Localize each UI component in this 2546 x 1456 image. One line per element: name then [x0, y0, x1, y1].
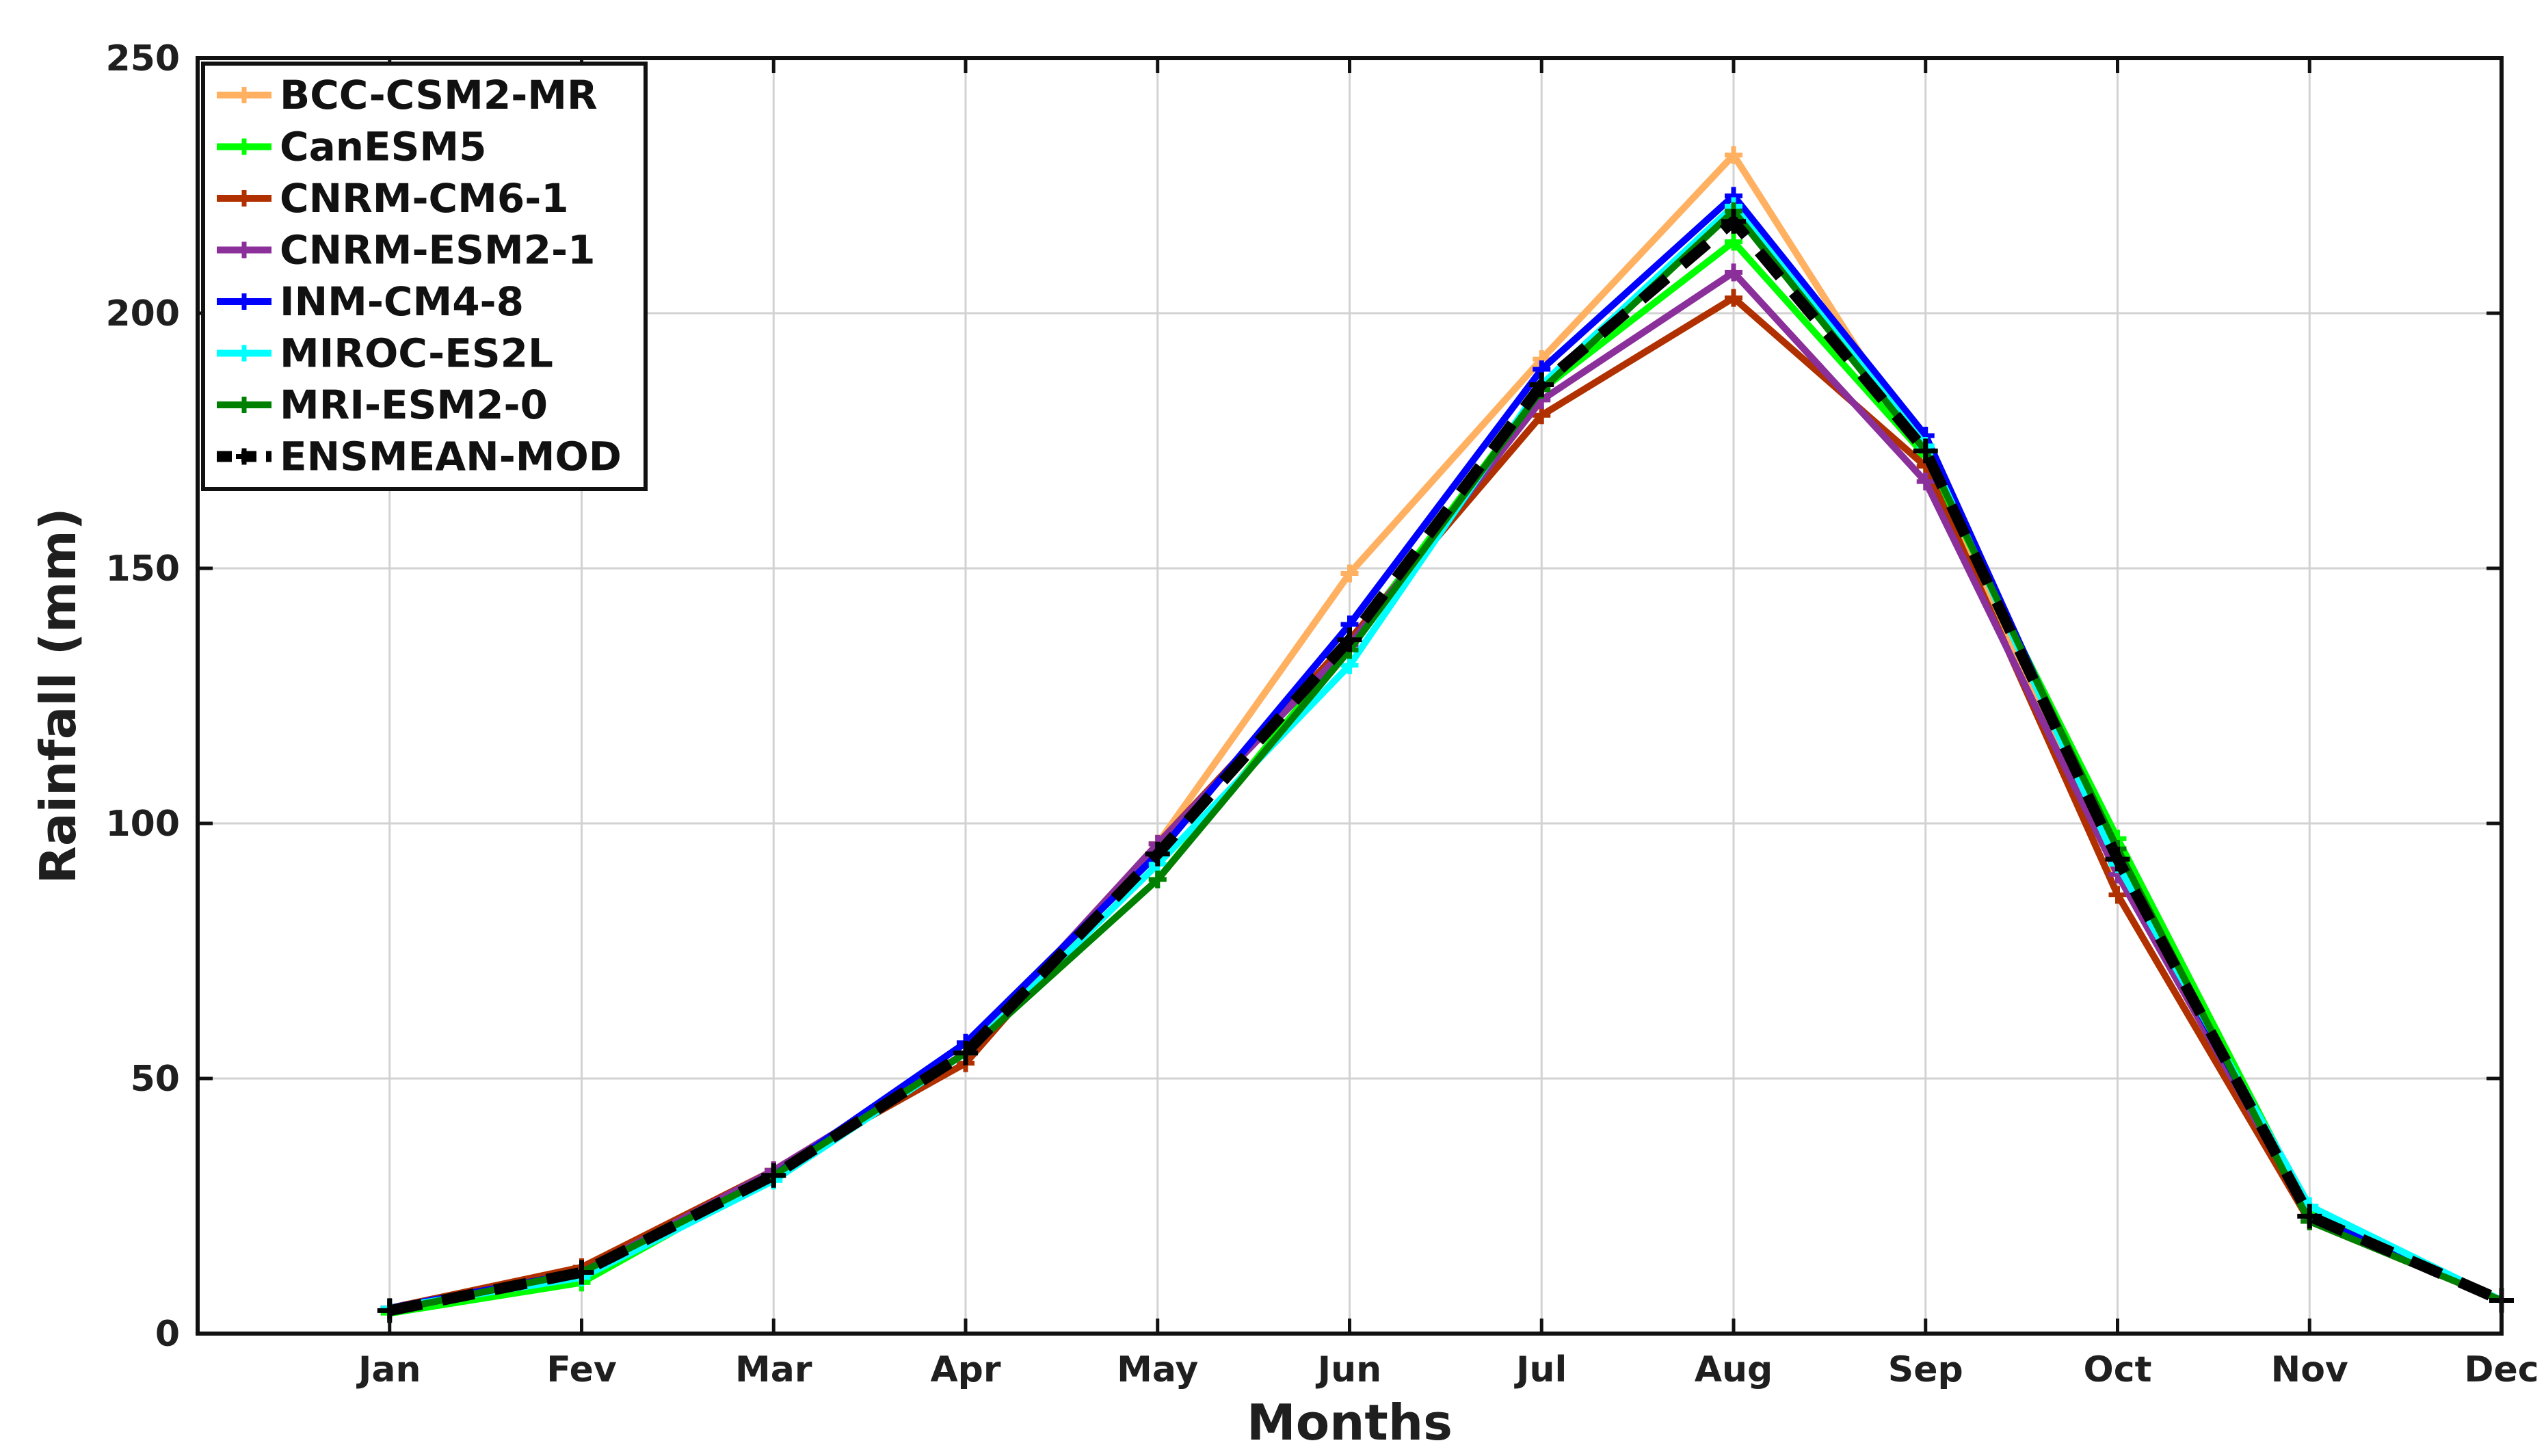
- y-tick-label: 200: [105, 293, 180, 334]
- legend-marker: [236, 345, 252, 362]
- y-tick-label: 250: [105, 38, 180, 79]
- x-tick-label: Fev: [546, 1349, 617, 1390]
- legend-marker: [236, 448, 252, 465]
- x-tick-label: Nov: [2271, 1349, 2348, 1390]
- legend-label-miroc-es2l: MIROC-ES2L: [280, 330, 553, 377]
- data-point: [761, 1163, 786, 1188]
- legend-label-ensmean-mod: ENSMEAN-MOD: [280, 434, 622, 480]
- legend-label-cnrm-esm2-1: CNRM-ESM2-1: [280, 227, 595, 274]
- legend-marker: [236, 397, 252, 413]
- legend-label-canesm5: CanESM5: [280, 124, 486, 170]
- data-point: [1340, 564, 1359, 583]
- legend-marker: [236, 241, 252, 259]
- series-layer: [377, 146, 2514, 1323]
- x-tick-label: Aug: [1695, 1349, 1773, 1390]
- x-tick-label: Dec: [2464, 1349, 2538, 1390]
- legend-marker: [236, 190, 252, 207]
- ticks: [198, 56, 2504, 1336]
- legend-label-bcc-csm2-mr: BCC-CSM2-MR: [280, 72, 598, 118]
- data-point: [1533, 406, 1551, 425]
- y-tick-label: 0: [155, 1314, 180, 1355]
- x-tick-label: Sep: [1888, 1349, 1963, 1390]
- y-axis-title: Rainfall (mm): [29, 507, 87, 884]
- x-tick-label: Jan: [356, 1349, 421, 1390]
- data-point: [569, 1260, 594, 1285]
- data-point: [1721, 209, 1746, 234]
- legend: BCC-CSM2-MR CanESM5 CNRM-CM6-1 CNRM-ESM2-1I…: [201, 62, 648, 491]
- data-point: [1916, 473, 1935, 491]
- x-tick-label: Jun: [1316, 1349, 1381, 1390]
- legend-marker: [236, 138, 252, 155]
- data-point: [1529, 372, 1554, 397]
- data-point: [953, 1040, 978, 1065]
- legend-label-mri-esm2-0: MRI-ESM2-0: [280, 382, 548, 428]
- y-tick-label: 150: [105, 548, 180, 590]
- legend-marker: [236, 293, 252, 310]
- x-tick-label: Apr: [930, 1349, 1000, 1390]
- data-point: [1725, 263, 1742, 282]
- legend-label-cnrm-cm6-1: CNRM-CM6-1: [280, 175, 569, 222]
- data-point: [1913, 438, 1938, 464]
- x-tick-label: May: [1117, 1349, 1198, 1390]
- tick-labels: 0 50 100 150 200 250 Jan Fev Mar Apr May Jun Jul Aug S…: [105, 38, 2538, 1390]
- data-point: [1337, 627, 1362, 652]
- data-point: [2297, 1204, 2322, 1229]
- y-tick-label: 100: [105, 804, 180, 845]
- legend-marker: [236, 87, 252, 103]
- data-point: [1145, 841, 1170, 866]
- data-point: [1340, 656, 1359, 674]
- x-axis-title: Months: [1247, 1394, 1453, 1451]
- data-point: [2108, 886, 2127, 904]
- x-tick-label: Jul: [1514, 1349, 1567, 1390]
- x-tick-label: Mar: [735, 1349, 812, 1390]
- y-tick-label: 50: [131, 1059, 180, 1100]
- data-point: [1725, 146, 1742, 164]
- series-line-ensmean-mod: [388, 215, 2504, 1316]
- legend-label-inm-cm4-8: INM-CM4-8: [280, 278, 524, 325]
- x-tick-label: Oct: [2084, 1349, 2152, 1390]
- data-point: [1725, 289, 1742, 307]
- data-point: [1725, 233, 1742, 251]
- data-point: [2105, 847, 2130, 872]
- data-point: [1148, 871, 1167, 889]
- legend-box: [201, 62, 648, 491]
